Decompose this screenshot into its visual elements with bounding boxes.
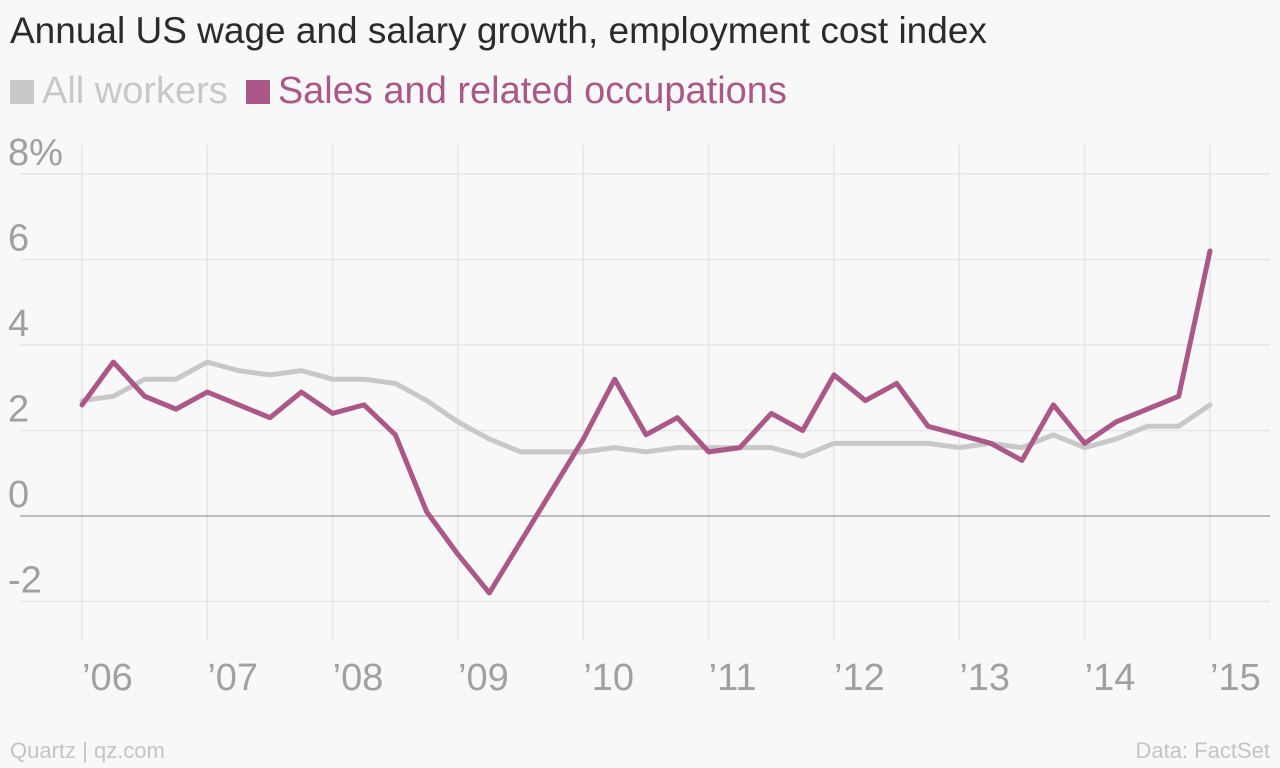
- y-tick-label: 4: [8, 303, 29, 345]
- x-tick-label: ’06: [82, 657, 133, 699]
- legend-label-sales: Sales and related occupations: [277, 70, 787, 112]
- x-tick-label: ’14: [1085, 657, 1136, 699]
- series-line-sales: [79, 248, 1213, 596]
- x-tick-label: ’08: [333, 657, 384, 699]
- legend-item-all-workers: All workers: [10, 70, 228, 113]
- x-tick-label: ’11: [709, 657, 757, 699]
- series-line-all-workers: [79, 359, 1213, 459]
- y-tick-label: 2: [8, 389, 29, 431]
- x-tick-label: ’07: [207, 657, 258, 699]
- footer-source-left: Quartz | qz.com: [10, 738, 165, 763]
- legend-label-all-workers: All workers: [42, 70, 228, 112]
- legend: All workers Sales and related occupation…: [10, 70, 805, 113]
- x-tick-label: ’10: [583, 657, 634, 699]
- x-tick-label: ’09: [458, 657, 509, 699]
- chart-title: Annual US wage and salary growth, employ…: [10, 10, 987, 51]
- y-tick-label: 6: [8, 218, 29, 260]
- x-tick-label: ’15: [1210, 657, 1261, 699]
- legend-swatch-sales: [245, 79, 270, 104]
- x-tick-label: ’12: [834, 657, 885, 699]
- legend-swatch-all-workers: [10, 79, 34, 104]
- y-tick-label: -2: [8, 560, 42, 602]
- y-tick-label: 8%: [8, 132, 63, 174]
- footer-source-right: Data: FactSet: [1135, 738, 1270, 763]
- x-tick-label: ’13: [959, 657, 1010, 699]
- y-tick-label: 0: [8, 474, 29, 516]
- legend-item-sales: Sales and related occupations: [245, 70, 787, 113]
